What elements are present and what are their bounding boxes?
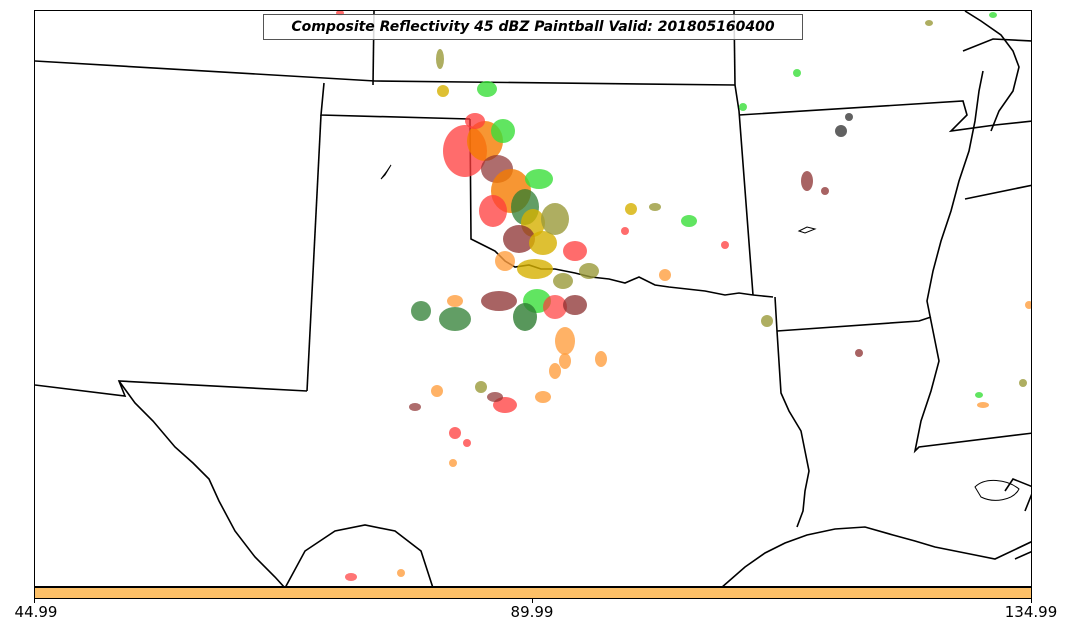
colorbar-tick-max xyxy=(1031,599,1032,603)
reflectivity-paintballs xyxy=(336,11,1031,581)
map-title: Composite Reflectivity 45 dBZ Paintball … xyxy=(263,14,803,40)
map-panel xyxy=(34,10,1032,587)
colorbar-label-mid: 89.99 xyxy=(510,603,554,621)
colorbar-tick-mid xyxy=(532,599,533,603)
lake-outlines xyxy=(380,164,1020,501)
colorbar-label-max: 134.99 xyxy=(1004,603,1058,621)
colorbar-label-min: 44.99 xyxy=(14,603,58,621)
map-canvas xyxy=(35,11,1031,586)
colorbar-tick-min xyxy=(34,599,35,603)
state-boundaries xyxy=(35,11,1031,586)
colorbar xyxy=(34,587,1032,599)
